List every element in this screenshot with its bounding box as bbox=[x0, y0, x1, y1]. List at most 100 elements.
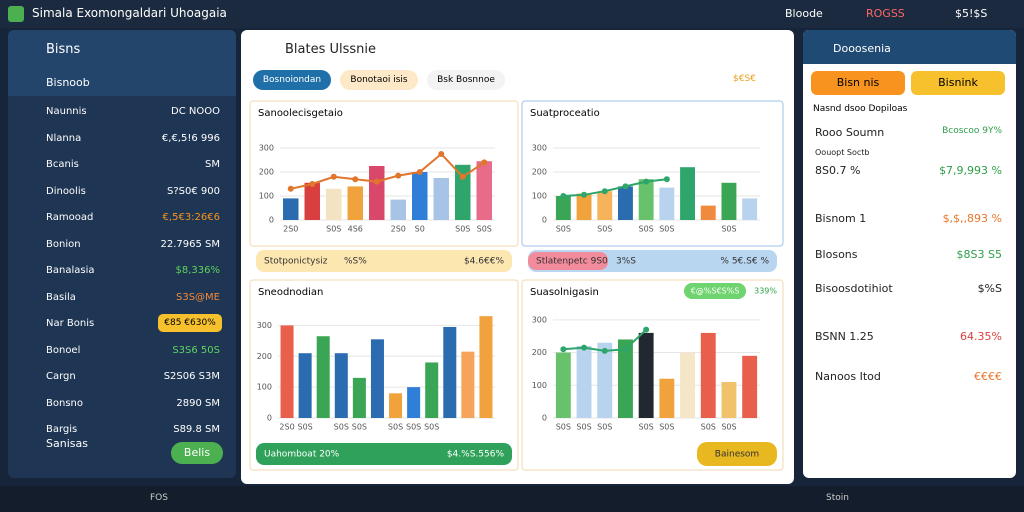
bar bbox=[576, 346, 592, 418]
footer-bar bbox=[256, 250, 512, 272]
bar bbox=[742, 198, 758, 220]
bar bbox=[304, 182, 320, 220]
tag: $€S€ bbox=[733, 74, 756, 84]
line-series bbox=[290, 152, 485, 190]
row-value: 64.35% bbox=[960, 330, 1002, 343]
button-label[interactable]: Bainesom bbox=[715, 450, 759, 460]
line-point bbox=[663, 176, 670, 183]
bar bbox=[617, 186, 633, 220]
tray: Stoin bbox=[826, 493, 849, 503]
nav-label: Bcanis bbox=[46, 159, 79, 170]
bar bbox=[680, 352, 696, 418]
chart-title: Suatproceatio bbox=[530, 108, 600, 119]
button[interactable]: Bisnink bbox=[911, 71, 1005, 95]
x-tick-label: S0S bbox=[639, 423, 654, 432]
main-title: Blates Ulssnie bbox=[285, 42, 377, 57]
x-tick-label: S0S bbox=[388, 423, 403, 432]
row-label: Blosons bbox=[815, 248, 858, 261]
nav-label: Banalasia bbox=[46, 265, 95, 276]
bar bbox=[576, 193, 592, 220]
button[interactable]: Bisn nis bbox=[811, 71, 905, 95]
footer-bar bbox=[256, 443, 512, 465]
x-tick-label: S0S bbox=[721, 225, 736, 234]
user[interactable]: $5!$S bbox=[955, 7, 988, 20]
x-tick-label: S0S bbox=[597, 225, 612, 234]
line-point bbox=[643, 326, 650, 333]
header-value: 339% bbox=[754, 287, 777, 296]
footer-value: % 5€.S€ % bbox=[720, 257, 769, 267]
line-series bbox=[563, 178, 667, 197]
right-header bbox=[803, 30, 1016, 64]
x-tick-label: 4S6 bbox=[348, 225, 363, 234]
line-point bbox=[481, 159, 488, 166]
tab[interactable]: Bosnoiondan bbox=[253, 70, 331, 90]
bar bbox=[555, 352, 571, 418]
y-tick-label: 200 bbox=[532, 168, 547, 177]
chart-title: Suasolnigasin bbox=[530, 287, 599, 298]
sidebar-footer: Sanisas bbox=[46, 437, 88, 450]
x-tick-label: S0S bbox=[334, 423, 349, 432]
footer-label: Uahomboat 20% bbox=[264, 450, 340, 460]
x-tick-label: S0S bbox=[556, 423, 571, 432]
nav-value: SM bbox=[205, 159, 220, 170]
search[interactable]: FOS bbox=[150, 493, 168, 503]
y-tick-label: 200 bbox=[257, 352, 272, 361]
x-tick-label: S0S bbox=[721, 423, 736, 432]
x-tick-label: S0S bbox=[639, 225, 654, 234]
user[interactable]: ROGSS bbox=[866, 7, 905, 20]
bar bbox=[597, 191, 613, 220]
y-tick-label: 100 bbox=[259, 192, 274, 201]
button[interactable]: Belis bbox=[171, 442, 223, 464]
y-tick-label: 300 bbox=[259, 144, 274, 153]
y-tick-label: 0 bbox=[542, 414, 547, 423]
sidebar-title: Bisns bbox=[46, 42, 81, 57]
topbar: Simala Exomongaldari Uhoagaia Bloode ROG… bbox=[0, 0, 1024, 28]
bar bbox=[369, 166, 385, 220]
footer-label: Stlatenpetc 9S0 bbox=[536, 257, 608, 267]
y-tick-label: 300 bbox=[532, 315, 547, 324]
bar bbox=[389, 393, 403, 418]
x-tick-label: S0 bbox=[415, 225, 425, 234]
nav-value: $8,336% bbox=[175, 265, 221, 276]
right-title: Dooosenia bbox=[833, 42, 891, 55]
bar bbox=[455, 164, 471, 220]
nav-active[interactable]: Bisnoob bbox=[46, 76, 90, 89]
chart-title: Sanoolecisgetaio bbox=[258, 108, 343, 119]
line-point bbox=[622, 183, 629, 190]
bar bbox=[700, 205, 716, 220]
y-tick-label: 0 bbox=[267, 414, 272, 423]
line-point bbox=[581, 191, 588, 198]
row-label: Rooo Soumn bbox=[815, 126, 885, 139]
nav-label: Nlanna bbox=[46, 132, 82, 144]
nav-value: S?S0€ 900 bbox=[167, 185, 220, 197]
bar bbox=[370, 339, 384, 418]
x-tick-label: S0S bbox=[455, 225, 470, 234]
button[interactable] bbox=[697, 442, 777, 466]
row-label: Nanoos Itod bbox=[815, 370, 881, 383]
x-tick-label: S0S bbox=[659, 423, 674, 432]
bar bbox=[479, 316, 493, 418]
line-point bbox=[438, 151, 445, 157]
x-tick-label: S0S bbox=[406, 423, 421, 432]
bar bbox=[316, 336, 330, 418]
tab[interactable]: Bsk Bosnnoe bbox=[427, 70, 505, 90]
nav-value: S2S06 S3M bbox=[163, 371, 220, 382]
nav-label: Cargn bbox=[46, 371, 76, 382]
bar bbox=[443, 326, 457, 418]
footer-value: %S% bbox=[344, 257, 367, 267]
bar bbox=[555, 196, 571, 220]
user[interactable]: Bloode bbox=[785, 7, 823, 20]
x-tick-label: S0S bbox=[556, 225, 571, 234]
taskbar: FOS Stoin bbox=[0, 486, 1024, 512]
value-pill: €85 €630% bbox=[158, 314, 222, 332]
line-point bbox=[416, 169, 423, 175]
row-value: $,$,,893 % bbox=[942, 212, 1002, 225]
tab[interactable]: Bonotaoi isis bbox=[340, 70, 418, 90]
subtitle: Nasnd dsoo Dopiloas bbox=[813, 104, 908, 114]
bar bbox=[721, 182, 737, 220]
footer-label: Stotponictysiz bbox=[264, 257, 328, 267]
line-point bbox=[373, 178, 380, 185]
bar bbox=[412, 172, 428, 220]
